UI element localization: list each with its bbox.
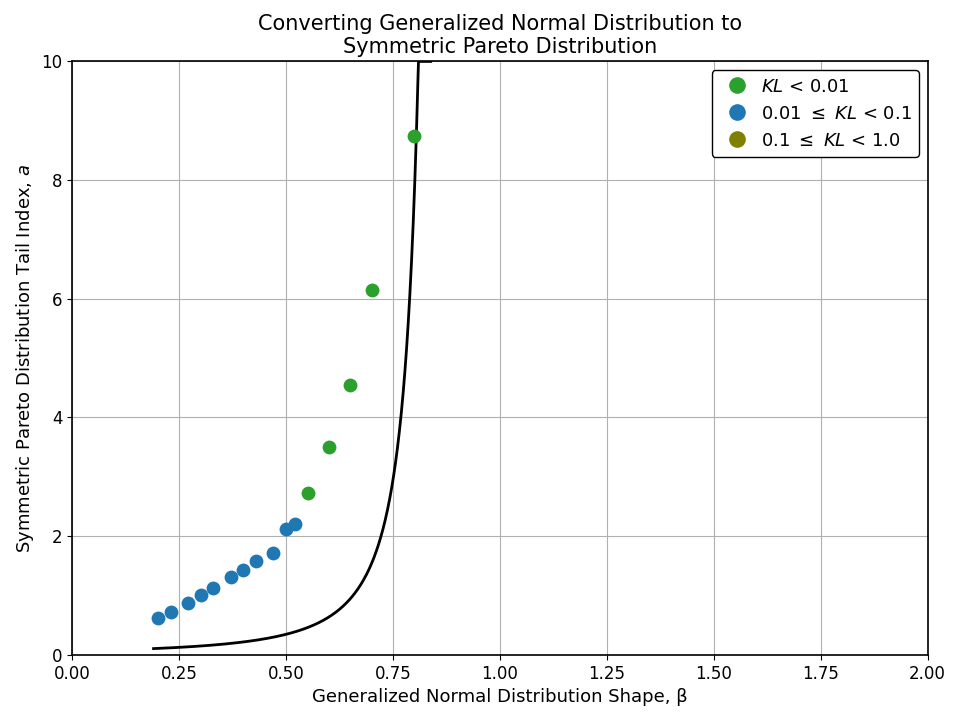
X-axis label: Generalized Normal Distribution Shape, β: Generalized Normal Distribution Shape, β bbox=[312, 688, 687, 706]
Point bbox=[163, 606, 179, 618]
Point bbox=[193, 590, 208, 601]
Point bbox=[322, 441, 337, 453]
Point bbox=[407, 130, 422, 141]
Y-axis label: Symmetric Pareto Distribution Tail Index, $\it{a}$: Symmetric Pareto Distribution Tail Index… bbox=[13, 163, 36, 553]
Point bbox=[249, 555, 264, 567]
Point bbox=[150, 612, 165, 624]
Point bbox=[180, 597, 196, 608]
Point bbox=[300, 487, 315, 498]
Title: Converting Generalized Normal Distribution to
Symmetric Pareto Distribution: Converting Generalized Normal Distributi… bbox=[258, 14, 742, 57]
Point bbox=[266, 547, 281, 559]
Point bbox=[278, 523, 294, 535]
Point bbox=[343, 379, 358, 390]
Point bbox=[287, 518, 302, 530]
Point bbox=[223, 571, 238, 582]
Point bbox=[236, 564, 252, 576]
Legend: $\it{KL}$ < 0.01, 0.01 $\leq$ $\it{KL}$ < 0.1, 0.1 $\leq$ $\it{KL}$ < 1.0: $\it{KL}$ < 0.01, 0.01 $\leq$ $\it{KL}$ … bbox=[711, 71, 919, 157]
Point bbox=[364, 284, 379, 296]
Point bbox=[205, 582, 221, 594]
